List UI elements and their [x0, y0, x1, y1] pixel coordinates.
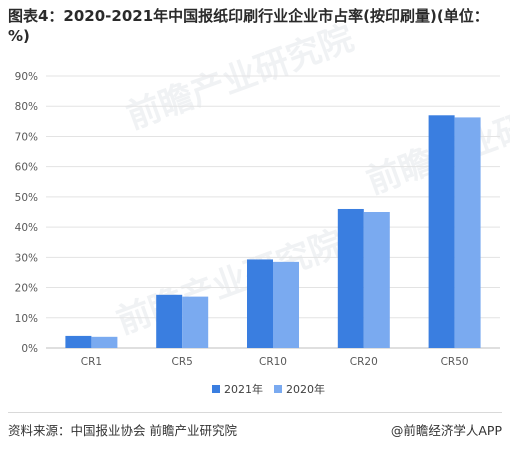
y-tick-label: 30%	[15, 252, 38, 264]
legend-swatch	[212, 385, 220, 393]
y-tick-label: 20%	[15, 283, 38, 295]
bar-cr10-series-0	[247, 259, 273, 348]
bar-cr50-series-0	[428, 115, 455, 349]
brand-credit: @前瞻经济学人APP	[390, 423, 502, 438]
y-tick-label: 10%	[15, 313, 38, 325]
legend-swatch	[274, 385, 282, 393]
bar-cr1-series-0	[65, 335, 92, 348]
bar-cr50-series-1	[454, 117, 481, 348]
legend-label: 2021年	[224, 382, 263, 396]
footer-divider	[8, 412, 502, 413]
x-tick-label: CR5	[172, 356, 193, 368]
source-note: 资料来源：中国报业协会 前瞻产业研究院	[8, 423, 237, 438]
y-tick-label: 0%	[21, 343, 38, 355]
y-tick-label: 80%	[15, 101, 38, 113]
y-tick-label: 50%	[15, 192, 38, 204]
x-tick-label: CR1	[81, 356, 102, 368]
y-tick-label: 70%	[15, 131, 38, 143]
bar-cr10-series-1	[273, 261, 299, 348]
bar-cr5-series-1	[182, 296, 209, 348]
y-tick-label: 40%	[15, 222, 38, 234]
bar-cr20-series-1	[363, 212, 390, 348]
y-tick-label: 60%	[15, 162, 38, 174]
x-tick-label: CR20	[350, 356, 378, 368]
bar-cr1-series-1	[91, 336, 118, 348]
x-tick-label: CR50	[441, 356, 469, 368]
chart-title: 图表4：2020-2021年中国报纸印刷行业企业市占率(按印刷量)(单位：%)	[8, 7, 489, 45]
y-tick-label: 90%	[15, 71, 38, 83]
bar-cr5-series-0	[156, 294, 183, 348]
bar-cr20-series-0	[337, 208, 364, 348]
x-tick-label: CR10	[259, 356, 287, 368]
legend-label: 2020年	[286, 382, 325, 396]
